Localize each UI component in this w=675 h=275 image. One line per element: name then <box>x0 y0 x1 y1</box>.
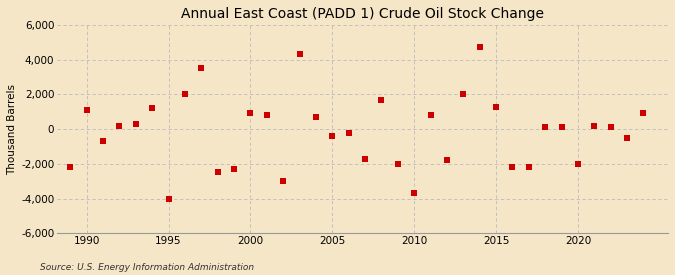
Point <box>114 123 125 128</box>
Y-axis label: Thousand Barrels: Thousand Barrels <box>7 84 17 175</box>
Point <box>130 122 141 126</box>
Point <box>507 165 518 169</box>
Point <box>622 136 632 140</box>
Point <box>556 125 567 130</box>
Point <box>441 158 452 163</box>
Point <box>229 167 240 171</box>
Point <box>245 111 256 116</box>
Point <box>605 125 616 130</box>
Point <box>180 92 190 97</box>
Point <box>540 125 551 130</box>
Point <box>392 162 403 166</box>
Point <box>344 130 354 135</box>
Point <box>360 156 371 161</box>
Point <box>327 134 338 138</box>
Point <box>65 165 76 169</box>
Point <box>212 170 223 175</box>
Point <box>294 52 305 57</box>
Point <box>146 106 157 111</box>
Point <box>475 45 485 50</box>
Point <box>458 92 468 97</box>
Point <box>98 139 109 144</box>
Title: Annual East Coast (PADD 1) Crude Oil Stock Change: Annual East Coast (PADD 1) Crude Oil Sto… <box>181 7 544 21</box>
Point <box>491 104 502 109</box>
Point <box>523 165 534 169</box>
Point <box>196 66 207 70</box>
Point <box>409 191 420 196</box>
Point <box>638 111 649 116</box>
Point <box>572 162 583 166</box>
Point <box>163 196 174 201</box>
Point <box>261 113 272 117</box>
Point <box>425 113 436 117</box>
Point <box>376 97 387 102</box>
Point <box>277 179 288 183</box>
Point <box>81 108 92 112</box>
Point <box>589 123 600 128</box>
Text: Source: U.S. Energy Information Administration: Source: U.S. Energy Information Administ… <box>40 263 254 272</box>
Point <box>310 115 321 119</box>
